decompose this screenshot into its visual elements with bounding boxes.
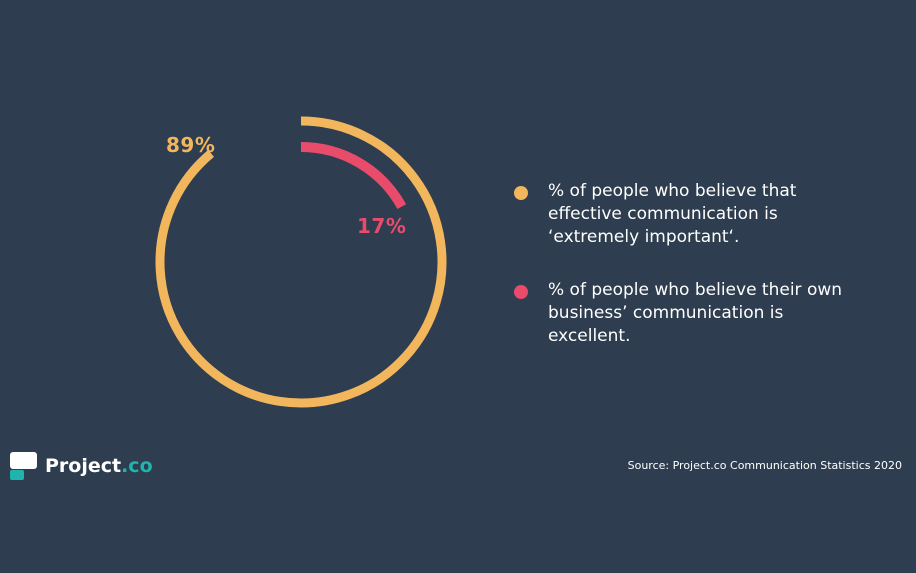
chart-legend: % of people who believe that effective c… [514, 180, 844, 378]
legend-item-excellent: % of people who believe their own busine… [514, 279, 844, 348]
logo-icon [10, 452, 37, 480]
legend-text-important: % of people who believe that effective c… [548, 181, 797, 247]
data-label-important: 89% [166, 133, 216, 157]
legend-text-excellent: % of people who believe their own busine… [548, 280, 843, 346]
source-note: Source: Project.co Communication Statist… [627, 459, 902, 472]
arc-excellent [300, 142, 407, 210]
legend-dot-red [514, 285, 528, 299]
brand-logo: Project.co [10, 452, 153, 480]
logo-text: Project.co [45, 455, 153, 477]
legend-dot-yellow [514, 186, 528, 200]
data-label-excellent: 17% [357, 214, 407, 238]
legend-item-important: % of people who believe that effective c… [514, 180, 844, 249]
arc-important [155, 116, 447, 408]
